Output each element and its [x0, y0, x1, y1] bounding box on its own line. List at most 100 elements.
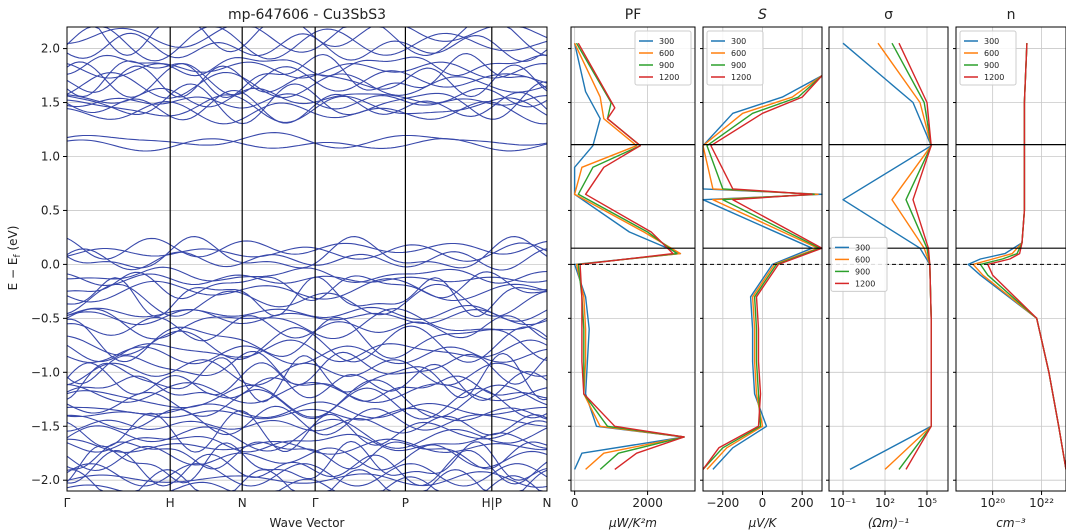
panel-x-label: μV/K	[748, 516, 778, 530]
x-tick-label: 0	[759, 496, 767, 510]
band-line	[66, 304, 548, 322]
band-line	[66, 382, 548, 404]
band-structure-title: mp-647606 - Cu3SbS3	[228, 7, 386, 23]
band-line	[66, 271, 548, 302]
legend-label: 600	[731, 49, 746, 58]
band-line	[67, 266, 548, 284]
band-line	[66, 242, 548, 262]
band-line	[66, 350, 548, 386]
y-tick-label: −1.5	[31, 419, 60, 433]
legend-label: 1200	[855, 279, 875, 288]
panel-frame	[955, 26, 1066, 492]
kpoint-label: P	[402, 496, 409, 510]
x-tick-label: 0	[571, 496, 579, 510]
band-line	[66, 94, 548, 123]
series-line-300	[967, 43, 1066, 470]
legend-label: 900	[855, 267, 870, 276]
legend-label: 600	[984, 49, 999, 58]
legend: 300 600 900 1200	[959, 30, 1017, 86]
x-tick-label: 200	[791, 496, 814, 510]
x-tick-label: 10²²	[1029, 496, 1054, 510]
band-line	[66, 449, 548, 487]
y-tick-label: −0.5	[31, 311, 60, 325]
band-line	[66, 132, 548, 149]
legend-label: 300	[984, 37, 999, 46]
legend-label: 900	[984, 61, 999, 70]
y-tick-label: 1.0	[41, 149, 60, 163]
kpoint-label: N	[238, 496, 247, 510]
legend-box	[830, 236, 888, 292]
series-line-600	[972, 43, 1066, 470]
panel-frame	[702, 26, 823, 492]
PF-panel: 0 2000 PF μW/K²m 300 600 900 1200	[568, 7, 696, 530]
panel-title: S	[758, 7, 767, 23]
band-line	[66, 432, 548, 453]
band-line	[66, 418, 548, 452]
band-line	[66, 61, 548, 98]
series-line-1200	[987, 43, 1066, 470]
band-line	[66, 138, 548, 152]
band-frame	[66, 26, 548, 492]
band-line	[66, 71, 548, 99]
legend-box	[959, 30, 1017, 86]
x-tick-label: 10²	[875, 496, 895, 510]
series-line-1200	[898, 42, 932, 470]
band-line	[66, 352, 548, 403]
x-tick-label: 10⁻¹	[830, 496, 857, 510]
kpoint-label: Γ	[64, 496, 71, 510]
legend-box	[706, 30, 764, 86]
x-axis-label: Wave Vector	[270, 516, 345, 530]
legend-label: 600	[659, 49, 674, 58]
kpoint-label: Γ	[312, 496, 319, 510]
panel-frame	[828, 26, 949, 492]
band-line	[66, 405, 548, 436]
band-line	[66, 276, 548, 318]
band-line	[66, 53, 548, 99]
legend-label: 600	[855, 255, 870, 264]
panel-title: σ	[884, 7, 893, 23]
band-line	[66, 441, 548, 470]
S-panel: −200 0 200 SμV/K 300 600 900 1200	[700, 7, 823, 530]
y-tick-label: −1.0	[31, 365, 60, 379]
y-tick-labels: −2.0 −1.5 −1.0 −0.5 0.0 0.5 1.0 1.5 2.0	[31, 42, 67, 487]
panel-title: PF	[625, 7, 642, 23]
band-line	[66, 283, 548, 317]
band-line	[66, 359, 548, 386]
band-line	[66, 410, 548, 453]
band-line	[66, 236, 548, 269]
band-line	[66, 325, 548, 363]
y-tick-label: 2.0	[41, 42, 60, 56]
band-line	[66, 463, 548, 487]
property-panels: 0 2000 PF μW/K²m 300 600 900 1200 −200 0 200 SμV/K 3…	[568, 7, 1066, 530]
x-tick-label: −200	[706, 496, 739, 510]
panel-frame	[570, 26, 696, 492]
legend-label: 900	[659, 61, 674, 70]
x-tick-label: 2000	[632, 496, 663, 510]
band-line	[66, 339, 548, 363]
legend-box	[634, 30, 692, 86]
band-line	[66, 248, 548, 271]
legend-label: 300	[659, 37, 674, 46]
band-line	[66, 93, 548, 110]
legend: 300 600 900 1200	[830, 236, 888, 292]
band-line	[66, 87, 548, 108]
kpoint-label: H	[166, 496, 175, 510]
sigma-panel: 10⁻¹ 10² 10⁵ σ (Ωm)⁻¹ 300 600 900 1200	[826, 7, 949, 530]
legend-label: 300	[855, 243, 870, 252]
band-line	[66, 278, 548, 303]
legend-label: 1200	[984, 73, 1004, 82]
legend-label: 1200	[659, 73, 679, 82]
y-axis-label: E − Ef (eV)	[6, 226, 23, 291]
band-line	[66, 379, 548, 418]
legend-label: 900	[731, 61, 746, 70]
series-line-1200	[702, 75, 823, 470]
band-line	[66, 89, 548, 124]
y-tick-label: 0.0	[41, 257, 60, 271]
band-line	[66, 273, 548, 286]
band-line	[66, 26, 548, 62]
band-line	[66, 407, 548, 422]
panel-x-label: (Ωm)⁻¹	[868, 516, 910, 530]
series-line-900	[575, 42, 685, 470]
band-line	[66, 308, 548, 340]
